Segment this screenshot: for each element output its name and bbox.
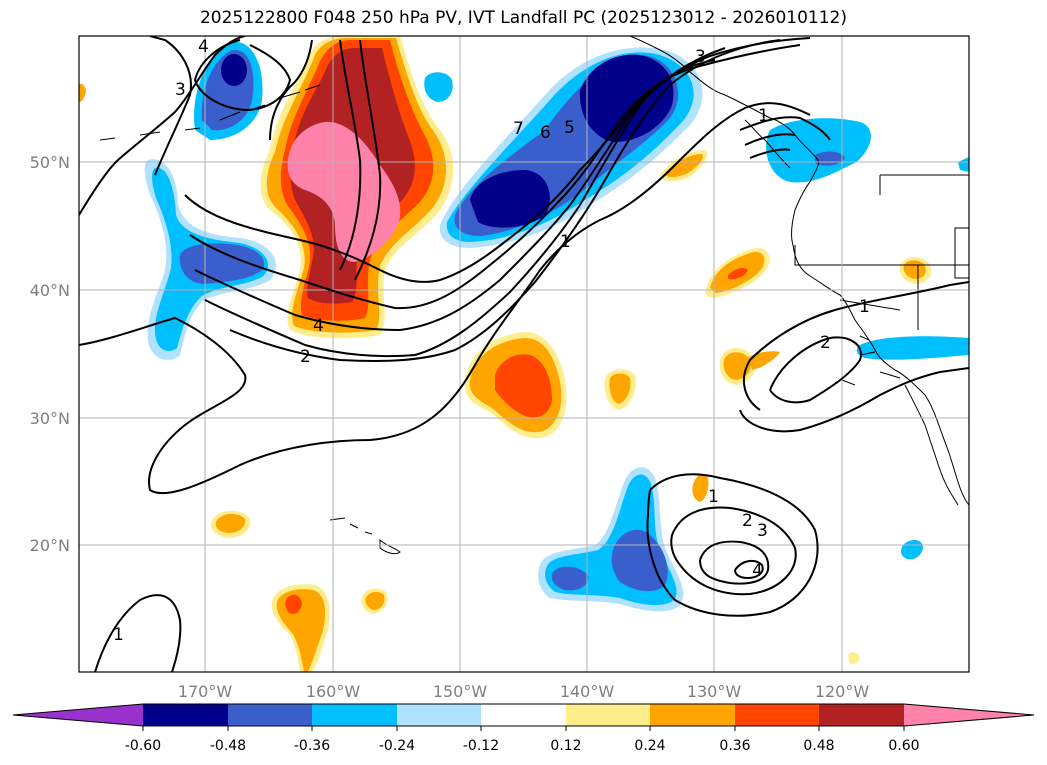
colorbar-segment <box>566 704 650 726</box>
colorbar-tick-label: 0.24 <box>634 738 665 754</box>
lat-label-30n: 30°N <box>30 409 70 428</box>
contour-labels: 4 3 7 6 5 3 1 1 4 2 1 2 1 2 3 4 1 <box>113 37 870 645</box>
contour-label: 1 <box>859 297 870 317</box>
contour-label: 1 <box>113 625 124 645</box>
graticule <box>79 36 969 672</box>
contour-label: 6 <box>540 123 551 143</box>
colorbar-segment <box>481 704 566 726</box>
colorbar-tick-label: -0.36 <box>294 738 330 754</box>
contour-label: 4 <box>198 37 209 57</box>
contour-label: 4 <box>313 316 324 336</box>
colorbar-segment <box>650 704 735 726</box>
colorbar-segment <box>312 704 397 726</box>
colorbar-tick-label: 0.12 <box>550 738 581 754</box>
contour-label: 3 <box>695 47 706 67</box>
contour-label: 2 <box>300 347 311 367</box>
negative-anomaly-fills <box>144 41 969 612</box>
lat-label-50n: 50°N <box>30 153 70 172</box>
colorbar-extend-max <box>904 704 1034 726</box>
pv-contours <box>79 36 969 672</box>
contour-label: 7 <box>513 119 524 139</box>
lat-label-20n: 20°N <box>30 536 70 555</box>
contour-label: 4 <box>752 561 763 581</box>
colorbar-ticks <box>142 726 905 731</box>
map-panel: 4 3 7 6 5 3 1 1 4 2 1 2 1 2 3 4 1 <box>79 36 969 672</box>
colorbar-segment <box>228 704 312 726</box>
map-title: 2025122800 F048 250 hPa PV, IVT Landfall… <box>199 8 847 28</box>
contour-label: 1 <box>758 106 769 126</box>
lon-label-170w: 170°W <box>178 682 233 701</box>
contour-label: 5 <box>564 118 575 138</box>
lon-label-130w: 130°W <box>687 682 742 701</box>
colorbar-segment <box>819 704 904 726</box>
longitude-labels: 170°W 160°W 150°W 140°W 130°W 120°W <box>178 682 870 701</box>
colorbar-tick-label: 0.60 <box>888 738 919 754</box>
contour-label: 2 <box>742 511 753 531</box>
contour-label: 2 <box>820 333 831 353</box>
lat-label-40n: 40°N <box>30 281 70 300</box>
colorbar-segment <box>735 704 819 726</box>
colorbar-tick-label: -0.60 <box>125 738 161 754</box>
map-frame <box>78 35 970 673</box>
lon-label-150w: 150°W <box>433 682 488 701</box>
colorbar-tick-label: -0.24 <box>379 738 415 754</box>
positive-anomaly-fills <box>79 36 932 672</box>
colorbar-segment <box>143 704 228 726</box>
latitude-labels: 50°N 40°N 30°N 20°N <box>30 153 70 555</box>
colorbar: -0.60 -0.48 -0.36 -0.24 -0.12 0.12 0.24 … <box>12 703 1035 754</box>
lon-label-140w: 140°W <box>560 682 615 701</box>
contour-label: 3 <box>175 80 186 100</box>
colorbar-extend-min <box>13 704 143 726</box>
colorbar-tick-label: 0.48 <box>803 738 834 754</box>
colorbar-tick-label: 0.36 <box>719 738 750 754</box>
lon-label-160w: 160°W <box>306 682 361 701</box>
colorbar-tick-label: -0.12 <box>463 738 499 754</box>
colorbar-segment <box>397 704 481 726</box>
colorbar-tick-label: -0.48 <box>210 738 246 754</box>
lon-label-120w: 120°W <box>815 682 870 701</box>
contour-label: 3 <box>757 521 768 541</box>
contour-label: 1 <box>560 232 571 252</box>
contour-label: 1 <box>708 487 719 507</box>
